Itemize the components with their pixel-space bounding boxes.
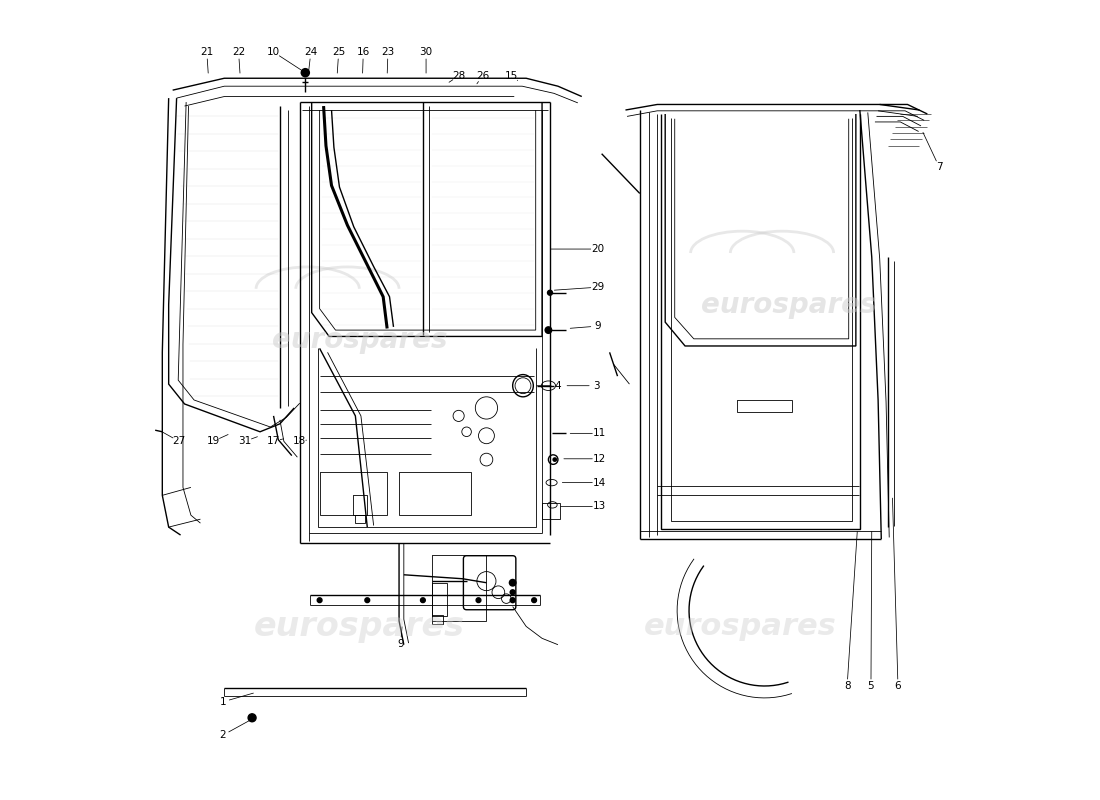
Text: 15: 15: [505, 71, 518, 81]
Circle shape: [509, 589, 516, 595]
Text: 20: 20: [591, 244, 604, 254]
Text: 8: 8: [844, 681, 850, 691]
Text: 14: 14: [593, 478, 606, 488]
Text: 27: 27: [173, 436, 186, 446]
Circle shape: [300, 68, 310, 78]
Text: 2: 2: [219, 730, 225, 740]
Text: 23: 23: [382, 47, 395, 57]
Text: 30: 30: [419, 47, 432, 57]
Text: 16: 16: [356, 47, 370, 57]
Text: eurospares: eurospares: [645, 612, 837, 641]
Text: 1: 1: [219, 697, 225, 707]
Text: 17: 17: [267, 436, 280, 446]
Text: eurospares: eurospares: [272, 326, 447, 354]
Text: 19: 19: [207, 436, 220, 446]
Circle shape: [317, 598, 322, 602]
Circle shape: [249, 714, 256, 722]
Text: 28: 28: [452, 71, 465, 81]
Circle shape: [552, 457, 557, 462]
Text: 7: 7: [936, 162, 943, 172]
Text: 24: 24: [305, 47, 318, 57]
Text: 10: 10: [267, 47, 280, 57]
Text: 3: 3: [593, 381, 600, 390]
Circle shape: [509, 597, 516, 603]
Text: 9: 9: [397, 639, 404, 649]
Text: 29: 29: [591, 282, 604, 292]
Text: 31: 31: [239, 436, 252, 446]
Text: 22: 22: [232, 47, 245, 57]
Text: 9: 9: [594, 321, 601, 331]
Text: 18: 18: [293, 436, 306, 446]
Text: eurospares: eurospares: [254, 610, 465, 643]
Circle shape: [476, 598, 481, 602]
Text: 21: 21: [200, 47, 213, 57]
Text: 5: 5: [868, 681, 875, 691]
Text: 25: 25: [332, 47, 345, 57]
Circle shape: [547, 290, 553, 296]
Text: eurospares: eurospares: [701, 290, 876, 318]
Circle shape: [508, 578, 517, 586]
Text: 13: 13: [593, 502, 606, 511]
Text: 4: 4: [554, 381, 561, 390]
Text: 12: 12: [593, 454, 606, 464]
Text: 11: 11: [593, 428, 606, 438]
Circle shape: [365, 598, 370, 602]
Circle shape: [531, 598, 537, 602]
Circle shape: [420, 598, 426, 602]
Text: 6: 6: [894, 681, 901, 691]
Circle shape: [544, 326, 552, 334]
Text: 26: 26: [476, 71, 490, 81]
